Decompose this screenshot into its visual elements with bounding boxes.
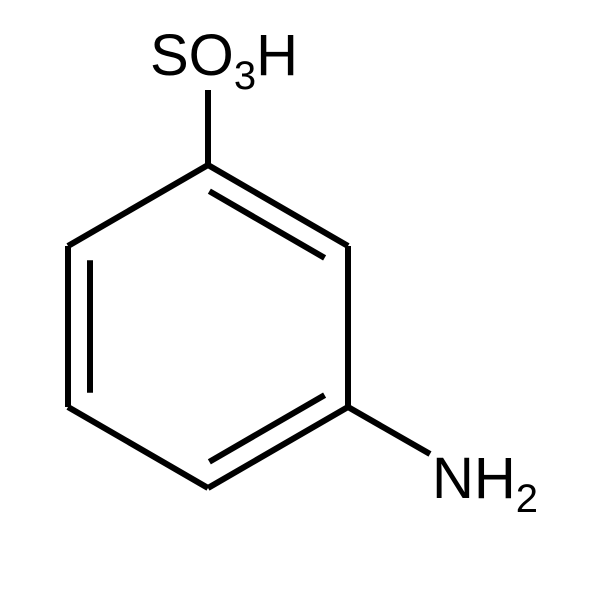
label-nh2: NH2 — [432, 446, 538, 521]
molecule-diagram: SO3H NH2 — [0, 0, 600, 600]
bond-to-nh2 — [348, 407, 430, 454]
ring-bond — [68, 407, 208, 488]
bonds-group — [68, 90, 430, 488]
label-so3h: SO3H — [150, 23, 298, 98]
ring-bond — [68, 165, 208, 246]
